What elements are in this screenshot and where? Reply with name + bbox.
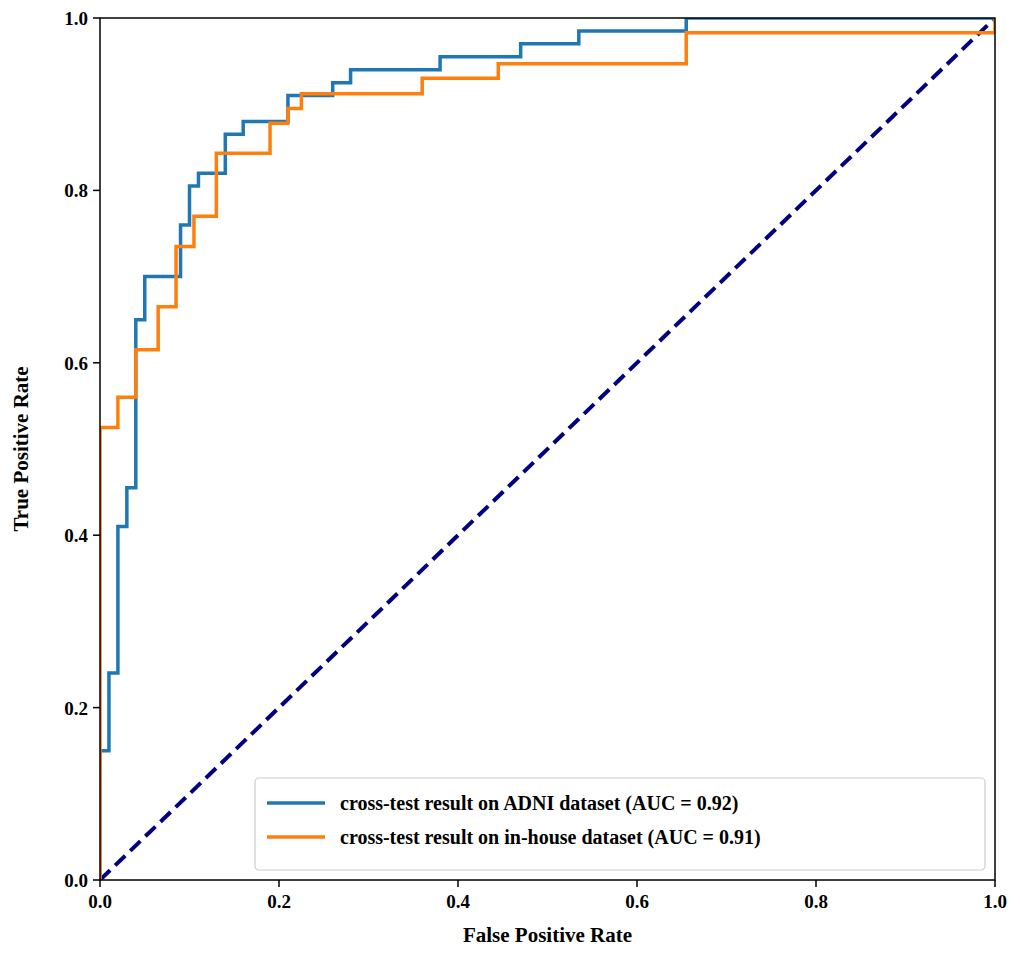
- x-tick: [994, 880, 996, 887]
- x-tick-label: 0.0: [88, 891, 112, 912]
- legend-box: [255, 778, 985, 870]
- y-tick: [93, 879, 100, 881]
- y-tick-label: 0.2: [64, 698, 88, 719]
- roc-curve: [100, 18, 995, 880]
- y-tick-label: 0.0: [64, 870, 88, 891]
- y-tick: [93, 707, 100, 709]
- y-tick: [93, 362, 100, 364]
- chart: 0.0 0.2 0.4 0.6 0.8 1.0 0.0 0.2 0.4 0.6 0.8 1.0 Fals…: [0, 0, 1020, 964]
- chance-line: [100, 18, 995, 880]
- x-axis-label: False Positive Rate: [463, 923, 632, 947]
- legend-label: cross-test result on in-house dataset (A…: [340, 826, 761, 849]
- legend-label: cross-test result on ADNI dataset (AUC =…: [340, 792, 738, 815]
- y-tick-label: 1.0: [64, 8, 88, 29]
- x-tick: [457, 880, 459, 887]
- plot-area: [100, 18, 995, 880]
- y-tick: [93, 17, 100, 19]
- x-tick-label: 0.4: [446, 891, 470, 912]
- y-tick-label: 0.8: [64, 180, 88, 201]
- x-tick-label: 0.8: [804, 891, 828, 912]
- legend-swatch: [267, 801, 325, 805]
- x-tick-label: 0.6: [625, 891, 649, 912]
- y-tick: [93, 190, 100, 192]
- roc-curve: [100, 18, 995, 880]
- y-tick: [93, 534, 100, 536]
- legend-swatch: [267, 835, 325, 839]
- y-axis-label: True Positive Rate: [9, 366, 33, 531]
- x-tick-label: 0.2: [267, 891, 291, 912]
- frame: [100, 18, 995, 880]
- y-tick-label: 0.4: [64, 525, 88, 546]
- y-tick-label: 0.6: [64, 353, 88, 374]
- x-tick: [636, 880, 638, 887]
- x-tick: [815, 880, 817, 887]
- x-tick-label: 1.0: [983, 891, 1007, 912]
- x-tick: [278, 880, 280, 887]
- x-tick: [99, 880, 101, 887]
